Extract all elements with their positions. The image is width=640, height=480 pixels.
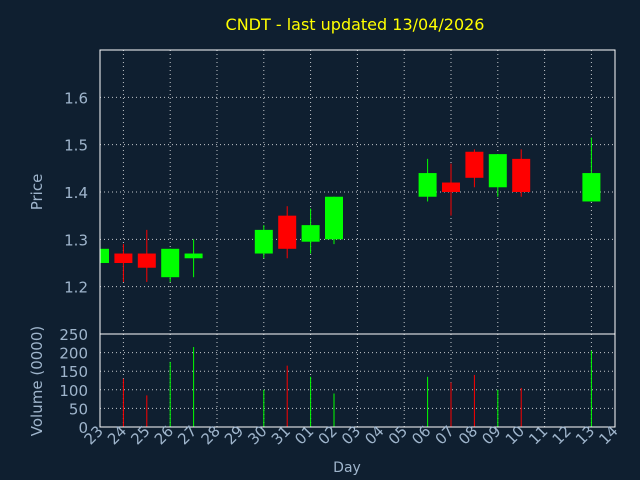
x-tick-label: 08 xyxy=(455,422,481,448)
x-tick-label: 30 xyxy=(244,422,270,448)
x-tick-label: 14 xyxy=(595,422,621,448)
x-tick-label: 05 xyxy=(385,422,411,448)
candle xyxy=(114,244,133,282)
candle-body xyxy=(488,154,507,188)
candle xyxy=(465,149,484,188)
x-tick-label: 24 xyxy=(104,422,130,448)
candle xyxy=(161,248,180,282)
x-tick-label: 03 xyxy=(338,422,364,448)
price-y-tick-label: 1.4 xyxy=(64,184,88,202)
candle xyxy=(488,154,507,197)
price-y-tick-label: 1.2 xyxy=(64,279,88,297)
volume-grid xyxy=(100,334,615,427)
candle-body xyxy=(278,215,297,249)
x-tick-labels: 2324252627282930310102030405060708091011… xyxy=(81,422,622,448)
candle xyxy=(301,208,320,254)
volume-y-tick-label: 0 xyxy=(78,419,88,437)
candle-body xyxy=(114,253,133,263)
volume-y-tick-label: 150 xyxy=(59,363,88,381)
x-tick-label: 01 xyxy=(291,422,317,448)
volume-series xyxy=(122,347,592,427)
x-tick-label: 31 xyxy=(268,422,294,448)
price-grid xyxy=(100,50,615,334)
candle xyxy=(184,239,203,278)
price-panel-frame xyxy=(99,49,616,335)
price-y-tick-labels: 1.2 1.3 1.4 1.5 1.6 xyxy=(64,89,88,296)
x-tick-label: 06 xyxy=(408,422,434,448)
price-y-tick-label: 1.3 xyxy=(64,231,88,249)
x-tick-label: 29 xyxy=(221,422,247,448)
candle-body xyxy=(137,253,156,268)
x-tick-label: 28 xyxy=(198,422,224,448)
candle xyxy=(278,206,297,259)
candle-body xyxy=(100,248,109,263)
candle-body xyxy=(582,173,601,202)
x-tick-label: 25 xyxy=(127,422,153,448)
x-tick-label: 02 xyxy=(315,422,341,448)
chart-title: CNDT - last updated 13/04/2026 xyxy=(226,15,485,34)
volume-y-tick-label: 100 xyxy=(59,382,88,400)
candle-body xyxy=(442,182,460,192)
volume-panel-frame xyxy=(99,333,616,428)
volume-axis-label: Volume (0000) xyxy=(28,326,46,436)
candle xyxy=(99,248,109,263)
candle-body xyxy=(161,248,180,278)
x-tick-label: 13 xyxy=(572,422,598,448)
price-y-tick-label: 1.6 xyxy=(64,89,88,107)
candle xyxy=(137,229,156,282)
candle xyxy=(442,163,460,216)
x-tick-label: 10 xyxy=(502,422,528,448)
candle-body xyxy=(301,225,320,242)
x-tick-label: 12 xyxy=(549,422,575,448)
candle-body xyxy=(465,151,484,178)
candle-body xyxy=(254,229,273,254)
candle-body xyxy=(418,173,437,197)
candle-body xyxy=(184,253,203,259)
volume-y-tick-label: 250 xyxy=(59,326,88,344)
x-axis-label: Day xyxy=(333,460,361,476)
volume-y-tick-label: 50 xyxy=(69,400,88,418)
x-tick-label: 27 xyxy=(174,422,200,448)
candle xyxy=(254,225,273,259)
x-tick-label: 26 xyxy=(151,422,177,448)
candle xyxy=(418,158,437,202)
candle-body xyxy=(325,196,343,240)
x-tick-label: 09 xyxy=(478,422,504,448)
x-tick-label: 04 xyxy=(361,422,387,448)
candle xyxy=(512,149,531,197)
x-tick-label: 07 xyxy=(432,422,458,448)
candle xyxy=(325,196,343,245)
candle-body xyxy=(512,158,531,192)
price-axis-label: Price xyxy=(28,174,46,211)
candlestick-series xyxy=(99,137,601,282)
volume-y-tick-label: 200 xyxy=(59,345,88,363)
candle xyxy=(582,137,601,202)
price-y-tick-label: 1.5 xyxy=(64,137,88,155)
x-tick-label: 11 xyxy=(525,422,551,448)
